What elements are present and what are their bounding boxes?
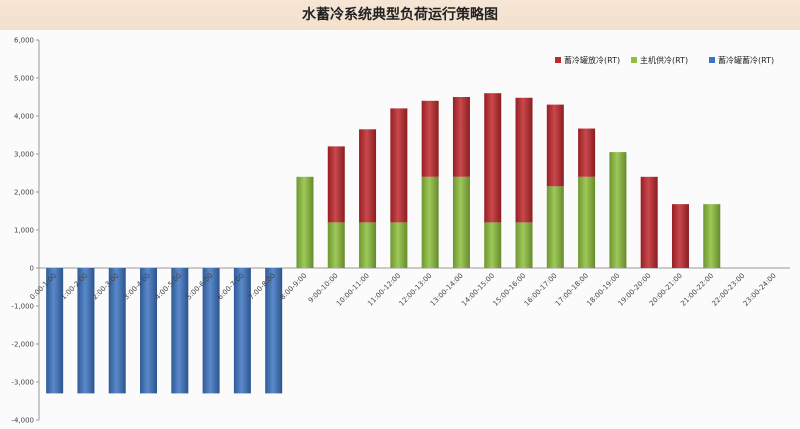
bar-main-unit-18 <box>609 152 627 268</box>
y-tick-label: -2,000 <box>11 341 34 349</box>
bar-tank-charge-5 <box>202 268 220 394</box>
bar-tank-discharge-19 <box>640 176 658 268</box>
bar-tank-charge-4 <box>171 268 189 394</box>
bar-tank-discharge-20 <box>671 204 689 268</box>
bar-main-unit-9 <box>327 222 345 268</box>
bar-tank-discharge-10 <box>359 129 377 223</box>
bar-main-unit-14 <box>484 222 502 268</box>
y-tick-label: -1,000 <box>11 303 34 311</box>
x-tick-label: 9:00-10:00 <box>307 272 340 305</box>
bar-main-unit-8 <box>296 176 314 268</box>
bar-main-unit-15 <box>515 222 533 268</box>
bar-tank-charge-7 <box>265 268 283 394</box>
legend-label: 蓄冷罐蓄冷(RT) <box>718 55 774 65</box>
legend-label: 主机供冷(RT) <box>640 55 688 65</box>
bar-tank-discharge-17 <box>578 128 596 177</box>
bar-main-unit-12 <box>421 176 439 268</box>
title-band <box>0 0 800 30</box>
y-tick-label: 5,000 <box>14 75 34 83</box>
bar-tank-charge-1 <box>77 268 95 394</box>
bar-main-unit-13 <box>452 176 470 268</box>
bar-tank-discharge-14 <box>484 93 502 223</box>
y-tick-label: 3,000 <box>14 151 34 159</box>
y-tick-label: 6,000 <box>14 37 34 45</box>
legend-swatch <box>709 57 715 63</box>
bar-main-unit-11 <box>390 222 408 268</box>
bar-main-unit-10 <box>359 222 377 268</box>
x-tick-label: 23:00-24:00 <box>742 272 778 308</box>
bar-tank-discharge-16 <box>546 104 564 187</box>
y-tick-label: 1,000 <box>14 227 34 235</box>
bar-tank-discharge-11 <box>390 108 408 223</box>
bar-tank-discharge-15 <box>515 97 533 223</box>
bar-main-unit-16 <box>546 186 564 268</box>
bar-tank-charge-6 <box>233 268 251 394</box>
bar-main-unit-21 <box>703 204 721 268</box>
y-tick-label: 4,000 <box>14 113 34 121</box>
bar-tank-discharge-12 <box>421 100 439 177</box>
bar-tank-charge-3 <box>140 268 158 394</box>
bar-tank-discharge-13 <box>452 97 470 177</box>
y-tick-label: 2,000 <box>14 189 34 197</box>
y-tick-label: -4,000 <box>11 417 34 425</box>
chart-title: 水蓄冷系统典型负荷运行策略图 <box>302 7 498 23</box>
bar-tank-charge-0 <box>46 268 64 394</box>
bar-tank-charge-2 <box>108 268 126 394</box>
legend-swatch <box>555 57 561 63</box>
x-tick-label: 8:00-9:00 <box>279 272 309 302</box>
bar-tank-discharge-9 <box>327 146 345 223</box>
y-tick-label: -3,000 <box>11 379 34 387</box>
y-tick-label: 0 <box>30 265 34 273</box>
bar-main-unit-17 <box>578 176 596 268</box>
legend-label: 蓄冷罐放冷(RT) <box>564 55 620 65</box>
legend-swatch <box>631 57 637 63</box>
